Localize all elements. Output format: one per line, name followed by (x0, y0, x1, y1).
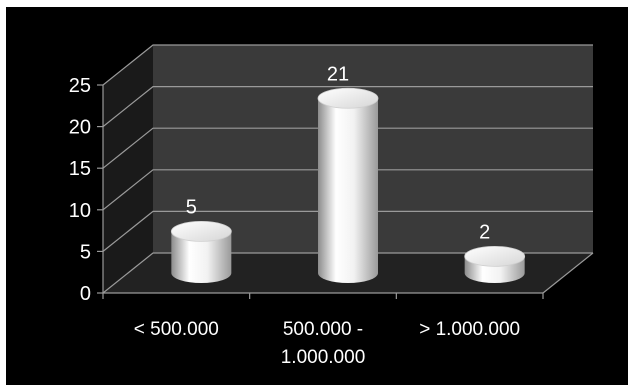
y-tick-label: 15 (69, 158, 91, 180)
bar-cap (317, 87, 379, 109)
side-wall (103, 45, 153, 293)
x-category-label-line: 500.000 - (283, 319, 363, 340)
data-label: 5 (186, 196, 197, 218)
y-tick-label: 20 (69, 117, 91, 139)
gridline (102, 210, 593, 252)
x-category-label-line: < 500.000 (134, 319, 219, 340)
y-tick-label: 0 (80, 283, 91, 305)
y-tick-label: 10 (69, 200, 91, 222)
gridline (102, 85, 593, 128)
y-tick-label: 5 (80, 241, 91, 263)
x-category-label: > 1.000.000 (419, 319, 520, 340)
bar-body (171, 231, 232, 283)
x-category-label: < 500.000 (134, 319, 219, 340)
bar (170, 220, 232, 283)
x-category-label: 500.000 - 1.000.000 (281, 319, 366, 368)
chart-frame: 0 5 10 15 20 25 5 21 2 < 500.000 500.000 - 1.000.00… (6, 7, 628, 385)
bar-cap (170, 220, 232, 242)
bar-body (318, 98, 378, 283)
data-label: 21 (327, 63, 349, 85)
gridline (102, 169, 593, 211)
bar-chart: 0 5 10 15 20 25 5 21 2 < 500.000 500.000 - 1.000.00… (69, 44, 594, 368)
x-category-label-line: > 1.000.000 (419, 319, 520, 340)
bar (464, 245, 526, 283)
bar (317, 87, 379, 283)
bar-cap (464, 245, 526, 267)
y-tick-label: 25 (69, 75, 91, 97)
gridline (102, 44, 593, 86)
gridline (102, 252, 593, 294)
x-category-label-line: 1.000.000 (281, 347, 366, 368)
floor-edge (542, 252, 594, 294)
data-label: 2 (479, 221, 490, 243)
gridline (102, 127, 593, 169)
